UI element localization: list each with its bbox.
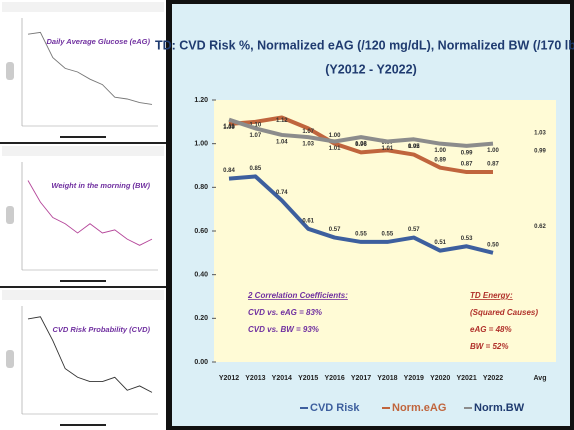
series-line	[27, 316, 153, 393]
value-label: 0.84	[223, 168, 235, 174]
value-label: 0.95	[408, 144, 420, 150]
legend-label: CVD Risk	[310, 402, 360, 414]
phone-divider	[0, 286, 166, 288]
value-label: 1.12	[276, 118, 288, 124]
phone-column	[0, 0, 166, 430]
x-tick-label: Y2021	[456, 375, 476, 382]
x-tick-label: Y2020	[430, 375, 450, 382]
panel-title: CVD Risk Probability (CVD)	[52, 325, 150, 334]
chart-title: TD: CVD Risk %, Normalized eAG (/120 mg/…	[155, 38, 574, 52]
x-tick-label: Avg	[534, 375, 547, 382]
y-tick-label: 0.00	[194, 359, 208, 366]
value-label: 1.00	[487, 148, 499, 154]
home-bar	[60, 136, 106, 138]
x-tick-label: Y2017	[351, 375, 371, 382]
value-label: 1.11	[223, 124, 235, 130]
phone-header	[2, 2, 164, 12]
phone-header	[2, 146, 164, 156]
x-tick-label: Y2014	[272, 375, 292, 382]
value-label: 0.85	[250, 166, 262, 172]
y-tick-label: 1.00	[194, 141, 208, 148]
series-line	[27, 180, 153, 246]
x-tick-label: Y2013	[245, 375, 265, 382]
avg-label: 0.62	[534, 224, 546, 230]
y-tick-label: 0.80	[194, 184, 208, 191]
value-label: 0.55	[355, 231, 367, 237]
value-label: 1.01	[382, 146, 394, 152]
value-label: 0.87	[487, 162, 499, 168]
phone-divider	[0, 142, 166, 144]
value-label: 0.96	[355, 142, 367, 148]
avg-label: 0.99	[534, 148, 546, 154]
value-label: 1.10	[250, 123, 262, 129]
annotation: 2 Correlation Coefficients:	[247, 291, 348, 300]
x-tick-label: Y2015	[298, 375, 318, 382]
value-label: 1.04	[276, 140, 288, 146]
x-tick-label: Y2018	[377, 375, 397, 382]
y-tick-label: 0.40	[194, 272, 208, 279]
value-label: 0.51	[434, 240, 446, 246]
y-tick-label: 0.20	[194, 315, 208, 322]
x-tick-label: Y2019	[404, 375, 424, 382]
chart-subtitle: (Y2012 - Y2022)	[325, 62, 417, 76]
annotation: CVD vs. BW = 93%	[248, 325, 319, 334]
value-label: 1.09	[223, 125, 235, 131]
legend-label: Norm.eAG	[392, 402, 446, 414]
value-label: 0.74	[276, 190, 288, 196]
series-line	[228, 174, 494, 255]
value-label: 0.50	[487, 242, 499, 248]
home-bar	[60, 280, 106, 282]
value-label: 0.87	[461, 162, 473, 168]
value-label: 1.03	[302, 142, 314, 148]
y-tick-label: 1.20	[194, 97, 208, 104]
value-label: 0.57	[329, 227, 341, 233]
home-bar	[60, 424, 106, 426]
value-label: 0.89	[434, 157, 446, 163]
avg-label: 1.03	[534, 131, 546, 137]
value-label: 0.61	[302, 218, 314, 224]
series-line	[27, 31, 153, 105]
panel-title: Daily Average Glucose (eAG)	[46, 37, 150, 46]
scroll-handle	[6, 350, 14, 368]
phone-header	[2, 290, 164, 300]
annotation: eAG = 48%	[470, 325, 512, 334]
value-label: 1.03	[355, 142, 367, 148]
scroll-handle	[6, 206, 14, 224]
value-label: 1.07	[250, 133, 262, 139]
x-tick-label: Y2016	[324, 375, 344, 382]
x-tick-label: Y2022	[483, 375, 503, 382]
value-label: 0.57	[408, 227, 420, 233]
x-tick-label: Y2012	[219, 375, 239, 382]
series-line	[228, 115, 493, 175]
value-label: 1.01	[329, 146, 341, 152]
scroll-handle	[6, 62, 14, 80]
y-tick-label: 0.60	[194, 228, 208, 235]
plot-area	[214, 100, 556, 362]
value-label: 1.00	[434, 148, 446, 154]
panel-title: Weight in the morning (BW)	[51, 181, 150, 190]
value-label: 0.99	[461, 150, 473, 156]
value-label: 1.07	[302, 129, 314, 135]
value-label: 1.00	[329, 133, 341, 139]
annotation: TD Energy:	[470, 291, 513, 300]
annotation: (Squared Causes)	[470, 308, 538, 317]
annotation: BW = 52%	[470, 342, 508, 351]
legend-label: Norm.BW	[474, 402, 525, 414]
value-label: 1.02	[408, 144, 420, 150]
series-line	[228, 117, 494, 148]
value-label: 0.55	[382, 231, 394, 237]
annotation: CVD vs. eAG = 83%	[248, 308, 322, 317]
value-label: 0.53	[461, 236, 473, 242]
